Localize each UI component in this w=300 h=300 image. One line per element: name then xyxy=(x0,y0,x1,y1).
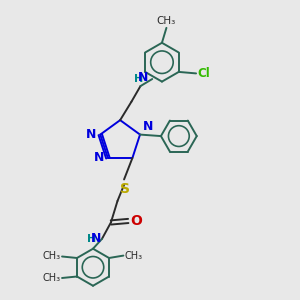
Text: CH₃: CH₃ xyxy=(157,16,176,26)
Text: H: H xyxy=(134,74,144,84)
Text: S: S xyxy=(120,182,130,197)
Text: N: N xyxy=(142,120,153,133)
Text: CH₃: CH₃ xyxy=(124,250,143,261)
Text: N: N xyxy=(86,128,97,141)
Text: N: N xyxy=(138,71,148,84)
Text: O: O xyxy=(130,214,142,228)
Text: N: N xyxy=(94,152,104,164)
Text: N: N xyxy=(91,232,101,245)
Text: H: H xyxy=(87,234,97,244)
Text: Cl: Cl xyxy=(197,67,210,80)
Text: CH₃: CH₃ xyxy=(43,273,61,283)
Text: CH₃: CH₃ xyxy=(43,251,61,262)
